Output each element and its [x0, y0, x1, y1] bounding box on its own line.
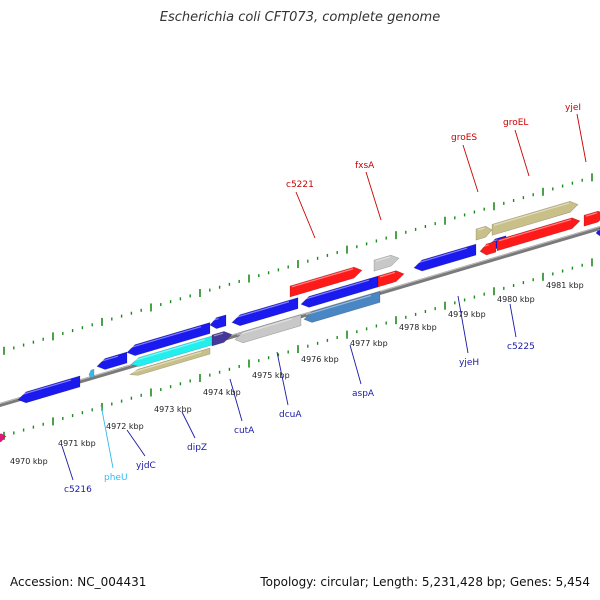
- gene-c5216-highlight: [19, 379, 72, 396]
- gene-groES-highlight: [481, 244, 489, 248]
- leader-line: [576, 113, 587, 163]
- gene-olive-lower-highlight: [131, 351, 202, 374]
- gene-yjeH-highlight: [415, 247, 468, 264]
- gene-c5216[interactable]: [17, 375, 81, 404]
- gene-c5221-highlight: [291, 268, 354, 288]
- kbp-label-4974: 4974 kbp: [203, 388, 241, 397]
- kbp-label-4971: 4971 kbp: [58, 439, 96, 448]
- gene-indigo[interactable]: [211, 331, 233, 347]
- gene-yjdC[interactable]: [96, 351, 128, 370]
- label-leader-lines: [61, 113, 587, 481]
- gene-magenta[interactable]: [0, 433, 7, 444]
- kbp-label-4977: 4977 kbp: [350, 339, 388, 348]
- gene-blue-small-highlight: [211, 317, 219, 322]
- gene-label-yjeI[interactable]: yjeI: [565, 103, 581, 113]
- gene-label-pheU[interactable]: pheU: [104, 473, 128, 483]
- gene-label-groES[interactable]: groES: [451, 133, 477, 143]
- leader-line: [457, 295, 469, 354]
- accession-text: Accession: NC_004431: [10, 575, 147, 589]
- kbp-label-4970: 4970 kbp: [10, 457, 48, 466]
- leader-line: [181, 411, 196, 439]
- gene-dipZ[interactable]: [126, 322, 211, 356]
- gene-yjeI-highlight: [585, 212, 598, 217]
- outer-tick-ring: [3, 173, 593, 355]
- gene-olive-groEL-highlight: [493, 202, 570, 226]
- gene-indigo-highlight: [213, 332, 224, 337]
- gene-cutA[interactable]: [231, 297, 299, 327]
- leader-line: [126, 429, 146, 457]
- gene-groEL[interactable]: [496, 217, 581, 252]
- map-title: Escherichia coli CFT073, complete genome: [159, 10, 441, 25]
- gene-label-cutA[interactable]: cutA: [234, 426, 255, 436]
- gene-label-groEL[interactable]: groEL: [503, 118, 528, 128]
- leader-line: [229, 378, 243, 422]
- leader-line: [509, 303, 517, 338]
- gene-groES[interactable]: [479, 240, 497, 256]
- gene-label-dcuA[interactable]: dcuA: [279, 410, 302, 420]
- kbp-label-4981: 4981 kbp: [546, 281, 584, 290]
- gene-dipZ-highlight: [128, 326, 202, 349]
- kbp-label-4975: 4975 kbp: [252, 371, 290, 380]
- gene-label-yjeH[interactable]: yjeH: [459, 358, 479, 368]
- gene-label-yjdC[interactable]: yjdC: [136, 461, 156, 471]
- gene-label-aspA[interactable]: aspA: [352, 389, 375, 399]
- leader-line: [295, 191, 316, 239]
- gene-c5225-highlight: [489, 239, 498, 243]
- gene-aspA[interactable]: [303, 290, 381, 323]
- gene-label-dipZ[interactable]: dipZ: [187, 443, 207, 453]
- gene-label-fxsA[interactable]: fxsA: [355, 161, 375, 171]
- gene-pheU[interactable]: [88, 368, 95, 379]
- kbp-label-4979: 4979 kbp: [448, 310, 486, 319]
- gene-olive-groES-highlight: [477, 227, 485, 231]
- leader-line: [365, 171, 382, 221]
- gene-label-c5216[interactable]: c5216: [64, 485, 92, 495]
- leader-line: [100, 404, 114, 469]
- gene-gray-lower[interactable]: [234, 314, 302, 344]
- gene-groEL-highlight: [498, 218, 572, 242]
- gene-fxsA-highlight: [379, 271, 396, 278]
- kbp-label-4978: 4978 kbp: [399, 323, 437, 332]
- gene-cutA-highlight: [233, 301, 290, 319]
- kbp-label-4973: 4973 kbp: [154, 405, 192, 414]
- leader-line: [514, 129, 530, 177]
- gene-yjeH[interactable]: [413, 243, 477, 272]
- gene-olive-lower[interactable]: [129, 347, 211, 376]
- kbp-label-4980: 4980 kbp: [497, 295, 535, 304]
- gene-aspA-highlight: [305, 294, 372, 316]
- leader-line: [349, 344, 362, 385]
- gene-label-c5225[interactable]: c5225: [507, 342, 535, 352]
- gene-c5221[interactable]: [289, 266, 363, 298]
- leader-line: [462, 144, 479, 193]
- genome-summary-text: Topology: circular; Length: 5,231,428 bp…: [260, 575, 590, 589]
- kbp-label-4976: 4976 kbp: [301, 355, 339, 364]
- gene-gray-lower-highlight: [236, 318, 293, 336]
- kbp-label-4972: 4972 kbp: [106, 422, 144, 431]
- gene-blue-small[interactable]: [209, 314, 227, 329]
- gene-fxsA[interactable]: [377, 270, 405, 288]
- gene-features: [0, 201, 600, 443]
- leader-line: [61, 445, 74, 481]
- gene-yjeI[interactable]: [583, 210, 600, 227]
- gene-yjdC-highlight: [98, 355, 119, 363]
- gene-dcuA-highlight: [302, 279, 370, 301]
- leader-line: [276, 351, 289, 406]
- inner-tick-ring: [3, 258, 593, 440]
- gene-olive-groEL[interactable]: [491, 201, 579, 236]
- gene-cyan-highlight: [132, 338, 206, 362]
- gene-gray-upper-highlight: [375, 256, 391, 262]
- gene-olive-groES[interactable]: [475, 225, 493, 241]
- gene-label-c5221[interactable]: c5221: [286, 180, 314, 190]
- gene-gray-upper[interactable]: [373, 254, 400, 272]
- gene-edge-blue[interactable]: [595, 226, 600, 237]
